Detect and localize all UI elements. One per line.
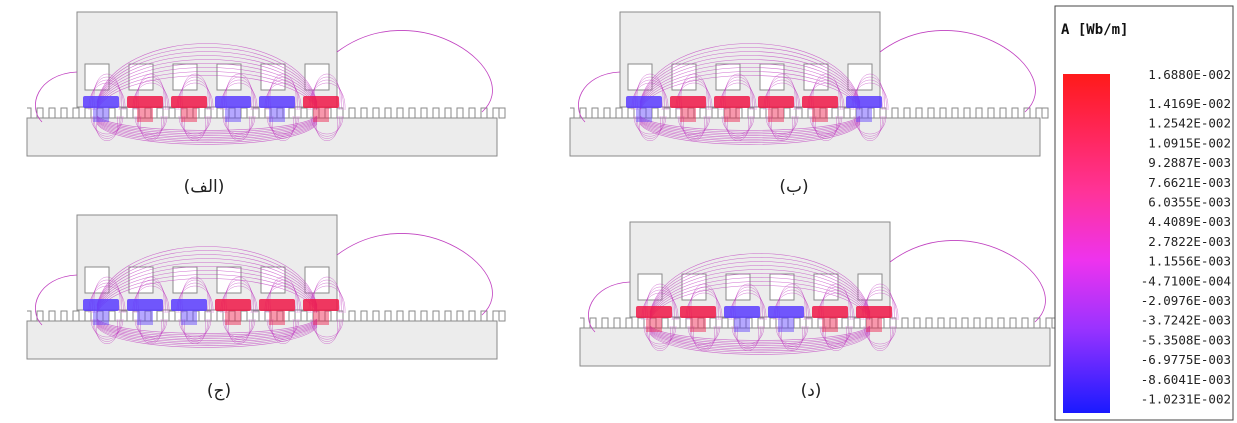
caption-jim: (ج)	[207, 381, 231, 401]
coil-tooth-field	[636, 108, 652, 122]
coil-tooth-field	[137, 108, 153, 122]
coil-tooth-field	[225, 108, 241, 122]
coil-tooth-field	[822, 318, 838, 332]
coil-tooth-field	[778, 318, 794, 332]
coil-tooth-field	[313, 108, 329, 122]
legend-value: 2.7822E-003	[1148, 234, 1231, 249]
coil-tooth-field	[866, 318, 882, 332]
caption-alef: (الف)	[184, 177, 225, 197]
coil-red	[758, 96, 794, 108]
coil-tooth-field	[93, 311, 109, 325]
coil-red	[303, 299, 339, 311]
legend-title: A [Wb/m]	[1061, 22, 1128, 38]
legend-value: 1.0915E-002	[1148, 135, 1231, 150]
coil-tooth-field	[269, 311, 285, 325]
coil-tooth-field	[734, 318, 750, 332]
coil-red	[812, 306, 848, 318]
coil-red	[714, 96, 750, 108]
coil-blue	[259, 96, 295, 108]
coil-tooth-field	[724, 108, 740, 122]
coil-blue	[83, 96, 119, 108]
legend-value: -1.0231E-002	[1141, 392, 1231, 407]
panel-jim	[26, 214, 506, 360]
coil-red	[171, 96, 207, 108]
coil-tooth-field	[812, 108, 828, 122]
coil-blue	[724, 306, 760, 318]
coil-tooth-field	[646, 318, 662, 332]
coil-tooth-field	[680, 108, 696, 122]
coil-tooth-field	[225, 311, 241, 325]
coil-blue	[846, 96, 882, 108]
panel-dal	[579, 221, 1059, 367]
legend: A [Wb/m] 1.6880E-002 1.4169E-002 1.2542E-…	[1054, 5, 1234, 421]
legend-max-label: 1.6880E-002	[1148, 67, 1231, 82]
coil-blue	[215, 96, 251, 108]
coil-red	[259, 299, 295, 311]
legend-color-bar	[1063, 74, 1110, 413]
coil-blue	[626, 96, 662, 108]
legend-value: -3.7242E-003	[1141, 313, 1231, 328]
legend-value: -8.6041E-003	[1141, 372, 1231, 387]
legend-value: -2.0976E-003	[1141, 293, 1231, 308]
coil-red	[215, 299, 251, 311]
legend-value: 1.2542E-002	[1148, 116, 1231, 131]
legend-value: 1.4169E-002	[1148, 96, 1231, 111]
legend-values: 1.4169E-002 1.2542E-002 1.0915E-002 9.2887E…	[1141, 96, 1231, 407]
coil-tooth-field	[856, 108, 872, 122]
coil-tooth-field	[137, 311, 153, 325]
legend-value: 1.1556E-003	[1148, 254, 1231, 269]
coil-red	[636, 306, 672, 318]
coil-tooth-field	[93, 108, 109, 122]
coil-red	[680, 306, 716, 318]
coil-red	[670, 96, 706, 108]
coil-tooth-field	[269, 108, 285, 122]
coil-tooth-field	[768, 108, 784, 122]
legend-value: 7.6621E-003	[1148, 175, 1231, 190]
coil-tooth-field	[313, 311, 329, 325]
coil-blue	[171, 299, 207, 311]
legend-value: 4.4089E-003	[1148, 214, 1231, 229]
coil-blue	[83, 299, 119, 311]
coil-blue	[127, 299, 163, 311]
legend-value: -4.7100E-004	[1141, 273, 1231, 288]
coil-red	[856, 306, 892, 318]
coil-red	[802, 96, 838, 108]
legend-value: -5.3508E-003	[1141, 332, 1231, 347]
coil-red	[303, 96, 339, 108]
caption-dal: (د)	[801, 381, 822, 401]
caption-be: (ب)	[779, 177, 808, 197]
panel-be	[569, 11, 1049, 157]
coil-blue	[768, 306, 804, 318]
coil-red	[127, 96, 163, 108]
coil-tooth-field	[181, 108, 197, 122]
coil-tooth-field	[181, 311, 197, 325]
legend-value: 9.2887E-003	[1148, 155, 1231, 170]
panel-alef	[26, 11, 506, 157]
legend-value: -6.9775E-003	[1141, 352, 1231, 367]
legend-value: 6.0355E-003	[1148, 195, 1231, 210]
coil-tooth-field	[690, 318, 706, 332]
